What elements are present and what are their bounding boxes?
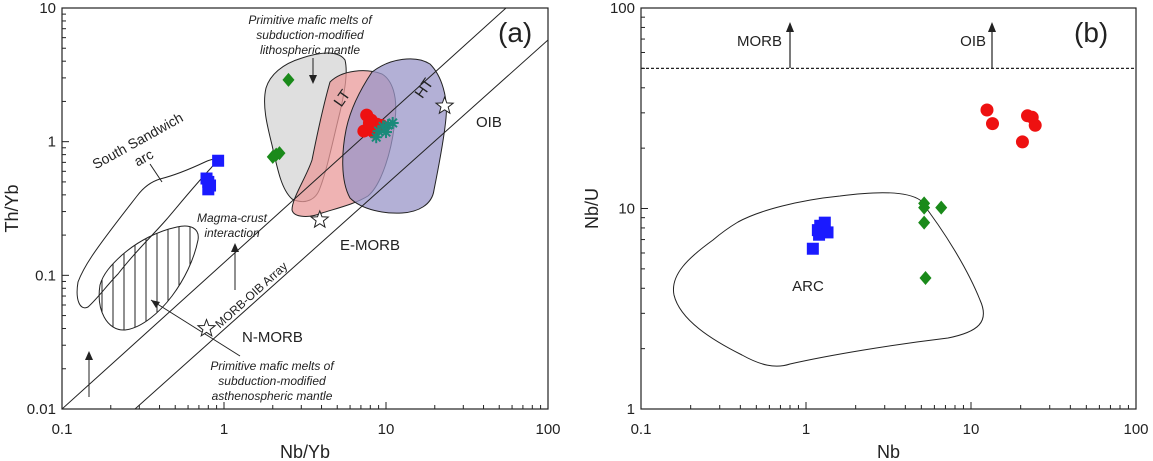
panel-a: South Sandwich arc Primitive mafic melts… <box>2 0 561 461</box>
lt-label: LT <box>331 87 354 110</box>
panel-b-label: (b) <box>1074 17 1108 48</box>
y-tick-label: 1 <box>627 401 635 418</box>
data-point-asterisk <box>386 116 399 129</box>
mci-label-line1: Magma-crust <box>197 211 268 225</box>
data-point-asterisk <box>370 131 383 144</box>
panel-b-field-regions <box>672 192 984 367</box>
data-point-square <box>202 183 215 196</box>
panel-a-axes: 0.1 1 10 100 0.01 0.1 1 10 Nb/Yb Th/Yb <box>2 0 561 461</box>
reference-star-e-morb <box>309 209 330 229</box>
ht-field <box>342 58 447 214</box>
data-point-circle <box>980 103 994 117</box>
data-point-square <box>813 228 826 241</box>
array-line-upper <box>62 8 507 409</box>
panel-a-field-regions <box>76 52 447 331</box>
y-tick-label: 100 <box>610 0 635 17</box>
asth-label-line2: subduction-modified <box>218 374 326 388</box>
lith-label-line1: Primitive mafic melts of <box>248 13 373 27</box>
panel-b-data-marks <box>806 103 1042 286</box>
asth-label-line3: asthenospheric mantle <box>212 389 333 403</box>
x-tick-label: 100 <box>1123 421 1148 438</box>
lith-label-line2: subduction-modified <box>256 28 364 42</box>
array-line-lower <box>134 39 548 409</box>
y-tick-label: 10 <box>39 0 56 17</box>
data-point-diamond <box>918 200 931 215</box>
oib-arrow-head <box>988 22 996 32</box>
y-axis-label: Th/Yb <box>2 184 22 232</box>
x-tick-label: 10 <box>963 421 980 438</box>
x-tick-label: 10 <box>378 421 395 438</box>
data-point-asterisk <box>380 126 392 139</box>
asth-leader-head <box>151 300 160 308</box>
data-point-circle <box>1028 118 1042 132</box>
oib-label: OIB <box>476 114 502 131</box>
y-tick-label: 10 <box>618 201 635 218</box>
arc-label: ARC <box>792 278 824 295</box>
lith-arrow-head <box>309 75 317 84</box>
reference-star-n-morb <box>196 318 217 337</box>
asth-leader-line <box>150 299 241 357</box>
x-tick-label: 100 <box>535 421 560 438</box>
data-point-square <box>806 242 819 255</box>
y-tick-label: 0.1 <box>35 267 56 284</box>
morb-oib-array-lines <box>62 8 548 409</box>
data-point-circle <box>986 117 1000 131</box>
bottom-arrow-head <box>85 351 93 360</box>
data-point-diamond <box>935 200 948 215</box>
y-tick-label: 1 <box>48 134 56 151</box>
morb-label: MORB <box>737 33 782 50</box>
data-point-diamond <box>282 72 295 87</box>
panel-a-label: (a) <box>498 17 532 48</box>
data-point-diamond <box>918 215 931 230</box>
y-axis-label: Nb/U <box>582 188 602 229</box>
morb-arrow-head <box>786 22 794 32</box>
ssa-leader-line <box>149 163 163 183</box>
data-point-circle <box>1015 135 1029 149</box>
x-tick-label: 1 <box>802 421 810 438</box>
mci-arrow-head <box>231 243 239 252</box>
reference-star-oib <box>434 95 455 115</box>
data-point-circle <box>362 116 376 130</box>
x-axis-label: Nb <box>877 442 900 461</box>
panel-b-axes: 0.1 1 10 100 1 10 100 Nb Nb/U <box>582 0 1149 461</box>
panel-b-arrows <box>786 22 996 68</box>
panel-b: MORB OIB ARC (b) 0.1 1 10 100 1 10 100 Nb Nb/U <box>582 0 1149 461</box>
asthenospheric-hatched-field <box>98 225 199 331</box>
x-tick-label: 0.1 <box>52 421 73 438</box>
mci-label-line2: interaction <box>204 226 260 240</box>
arc-field <box>672 192 984 367</box>
data-point-square <box>212 154 225 167</box>
data-point-diamond <box>919 271 932 286</box>
array-label: MORB-OIB Array <box>212 259 290 331</box>
x-tick-label: 1 <box>220 421 228 438</box>
panel-a-arrows <box>85 58 317 397</box>
x-tick-label: 0.1 <box>631 421 652 438</box>
panel-a-data-marks <box>196 72 455 337</box>
y-tick-label: 0.01 <box>27 401 56 418</box>
asth-label-line1: Primitive mafic melts of <box>210 359 335 373</box>
nmorb-label: N-MORB <box>242 329 303 346</box>
oib-label-b: OIB <box>960 33 986 50</box>
plot-frame <box>61 7 549 410</box>
emorb-label: E-MORB <box>340 237 400 254</box>
panel-b-labels: MORB OIB ARC (b) <box>737 17 1108 295</box>
x-axis-label: Nb/Yb <box>280 442 330 461</box>
lith-label-line3: lithospheric mantle <box>260 43 360 57</box>
data-point-diamond <box>273 146 286 161</box>
